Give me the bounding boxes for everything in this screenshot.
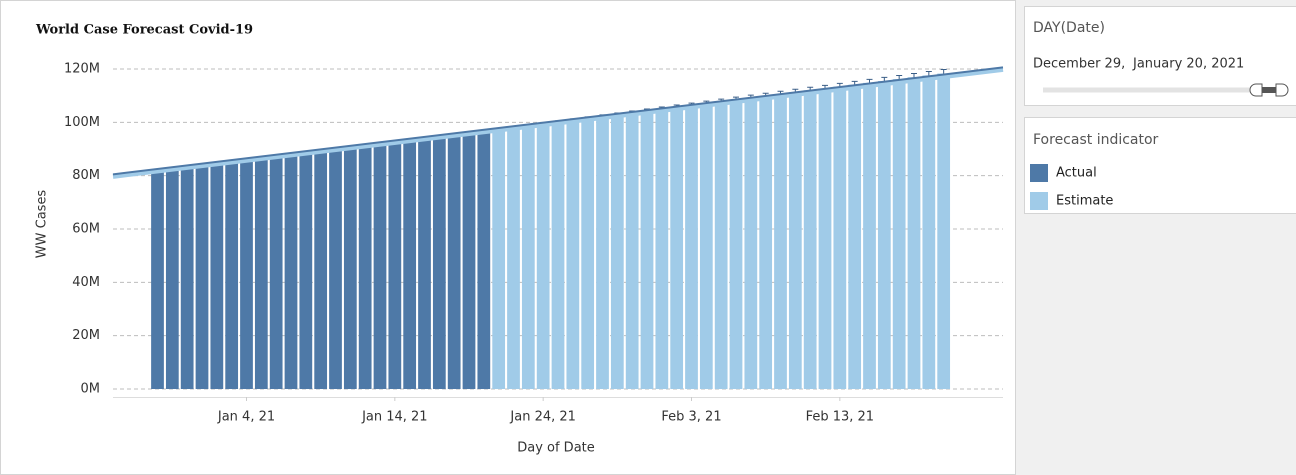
bar: [358, 146, 372, 389]
bar: [774, 94, 787, 390]
trend-line: [112, 66, 1004, 176]
legend-swatch[interactable]: [1030, 164, 1048, 182]
bar: [937, 73, 951, 390]
bar: [284, 155, 298, 389]
x-tick-label: Feb 13, 21: [806, 410, 875, 425]
bar: [240, 160, 253, 389]
bar: [388, 142, 402, 389]
y-tick-label: 40M: [72, 275, 100, 290]
bar: [803, 90, 817, 389]
y-axis-title: WW Cases: [35, 190, 50, 259]
bar: [759, 95, 773, 389]
bar: [210, 163, 224, 389]
bar: [610, 114, 624, 389]
bar: [373, 144, 387, 389]
bar: [788, 92, 802, 389]
x-tick-label: Feb 3, 21: [661, 410, 721, 425]
bar: [299, 153, 313, 389]
filter-end: January 20, 2021: [1132, 57, 1244, 72]
chart-title: World Case Forecast Covid-19: [35, 23, 253, 38]
y-tick-label: 60M: [72, 222, 100, 237]
slider-handle-left[interactable]: [1249, 83, 1263, 97]
bar: [907, 77, 921, 390]
bar: [343, 147, 357, 389]
filter-start: December 29, 2020: [1033, 57, 1162, 72]
y-tick-label: 20M: [72, 328, 100, 343]
bar: [507, 127, 520, 390]
bar: [566, 120, 580, 389]
bar: [922, 75, 936, 390]
bar: [640, 110, 654, 389]
bar: [625, 112, 639, 389]
legend-title: Forecast indicator: [1033, 132, 1159, 148]
bar: [180, 167, 194, 389]
bar: [477, 131, 491, 389]
slider-range: [1262, 87, 1276, 93]
bar: [492, 129, 506, 390]
bar: [744, 97, 758, 390]
bar: [833, 86, 847, 389]
bar: [462, 133, 476, 389]
bar: [699, 103, 713, 390]
bar: [314, 151, 328, 389]
x-tick-label: Jan 4, 21: [217, 410, 275, 425]
bar: [165, 169, 179, 389]
bar: [536, 123, 550, 389]
bar: [818, 88, 832, 389]
bar: [892, 79, 906, 389]
bar: [655, 109, 669, 389]
filter-title: DAY(Date): [1033, 20, 1105, 36]
x-axis-title: Day of Date: [517, 441, 595, 456]
bar: [848, 84, 862, 389]
bar: [329, 149, 342, 389]
y-tick-label: 0M: [81, 382, 101, 397]
bar: [551, 122, 565, 390]
bar: [225, 162, 239, 389]
bar: [714, 101, 728, 390]
bar: [151, 170, 164, 389]
bar: [432, 137, 446, 389]
x-tick-label: Jan 14, 21: [361, 410, 428, 425]
bar: [863, 82, 876, 389]
y-tick-label: 80M: [72, 168, 100, 183]
x-tick-label: Jan 24, 21: [509, 410, 576, 425]
legend-label[interactable]: Actual: [1056, 166, 1097, 181]
bar: [254, 158, 268, 389]
bar: [596, 116, 609, 389]
y-tick-label: 100M: [64, 115, 100, 130]
bar: [195, 165, 209, 389]
bar: [521, 125, 535, 390]
bar: [581, 118, 595, 389]
bar: [418, 138, 431, 389]
slider-handle-right[interactable]: [1275, 83, 1289, 97]
trend-line-shadow: [112, 66, 1004, 179]
legend-panel: [1024, 117, 1296, 214]
legend-swatch[interactable]: [1030, 192, 1048, 210]
bar: [670, 107, 684, 389]
bar: [877, 81, 891, 389]
bar: [269, 157, 283, 389]
bar: [403, 140, 417, 389]
bar: [729, 99, 743, 390]
y-tick-label: 120M: [64, 62, 100, 77]
bar: [447, 135, 461, 389]
legend-label[interactable]: Estimate: [1056, 194, 1113, 209]
bar: [685, 105, 698, 390]
